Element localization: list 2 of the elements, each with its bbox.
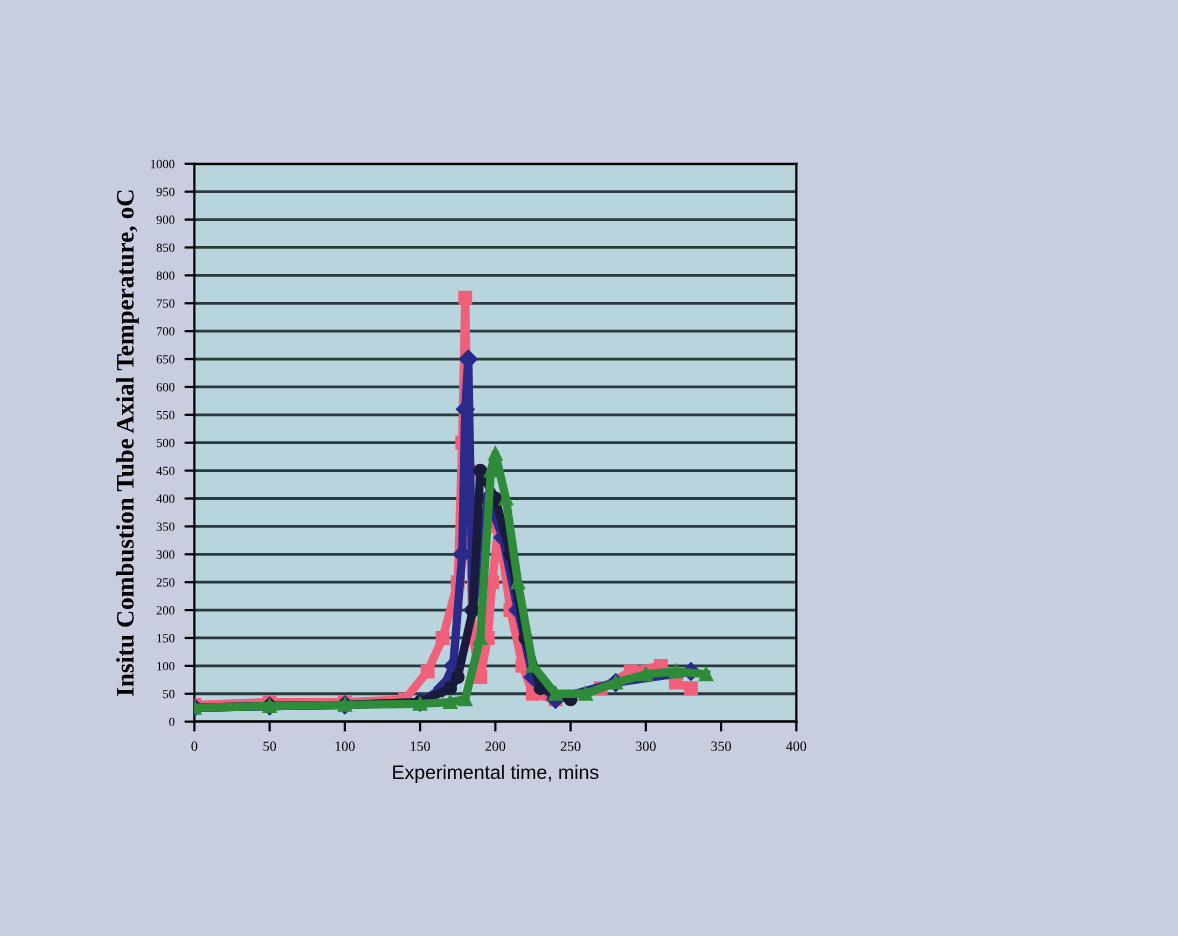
y-axis-title: Insitu Combustion Tube Axial Temperature, oC [116, 190, 139, 696]
x-axis-title: Experimental time, mins [393, 764, 599, 783]
